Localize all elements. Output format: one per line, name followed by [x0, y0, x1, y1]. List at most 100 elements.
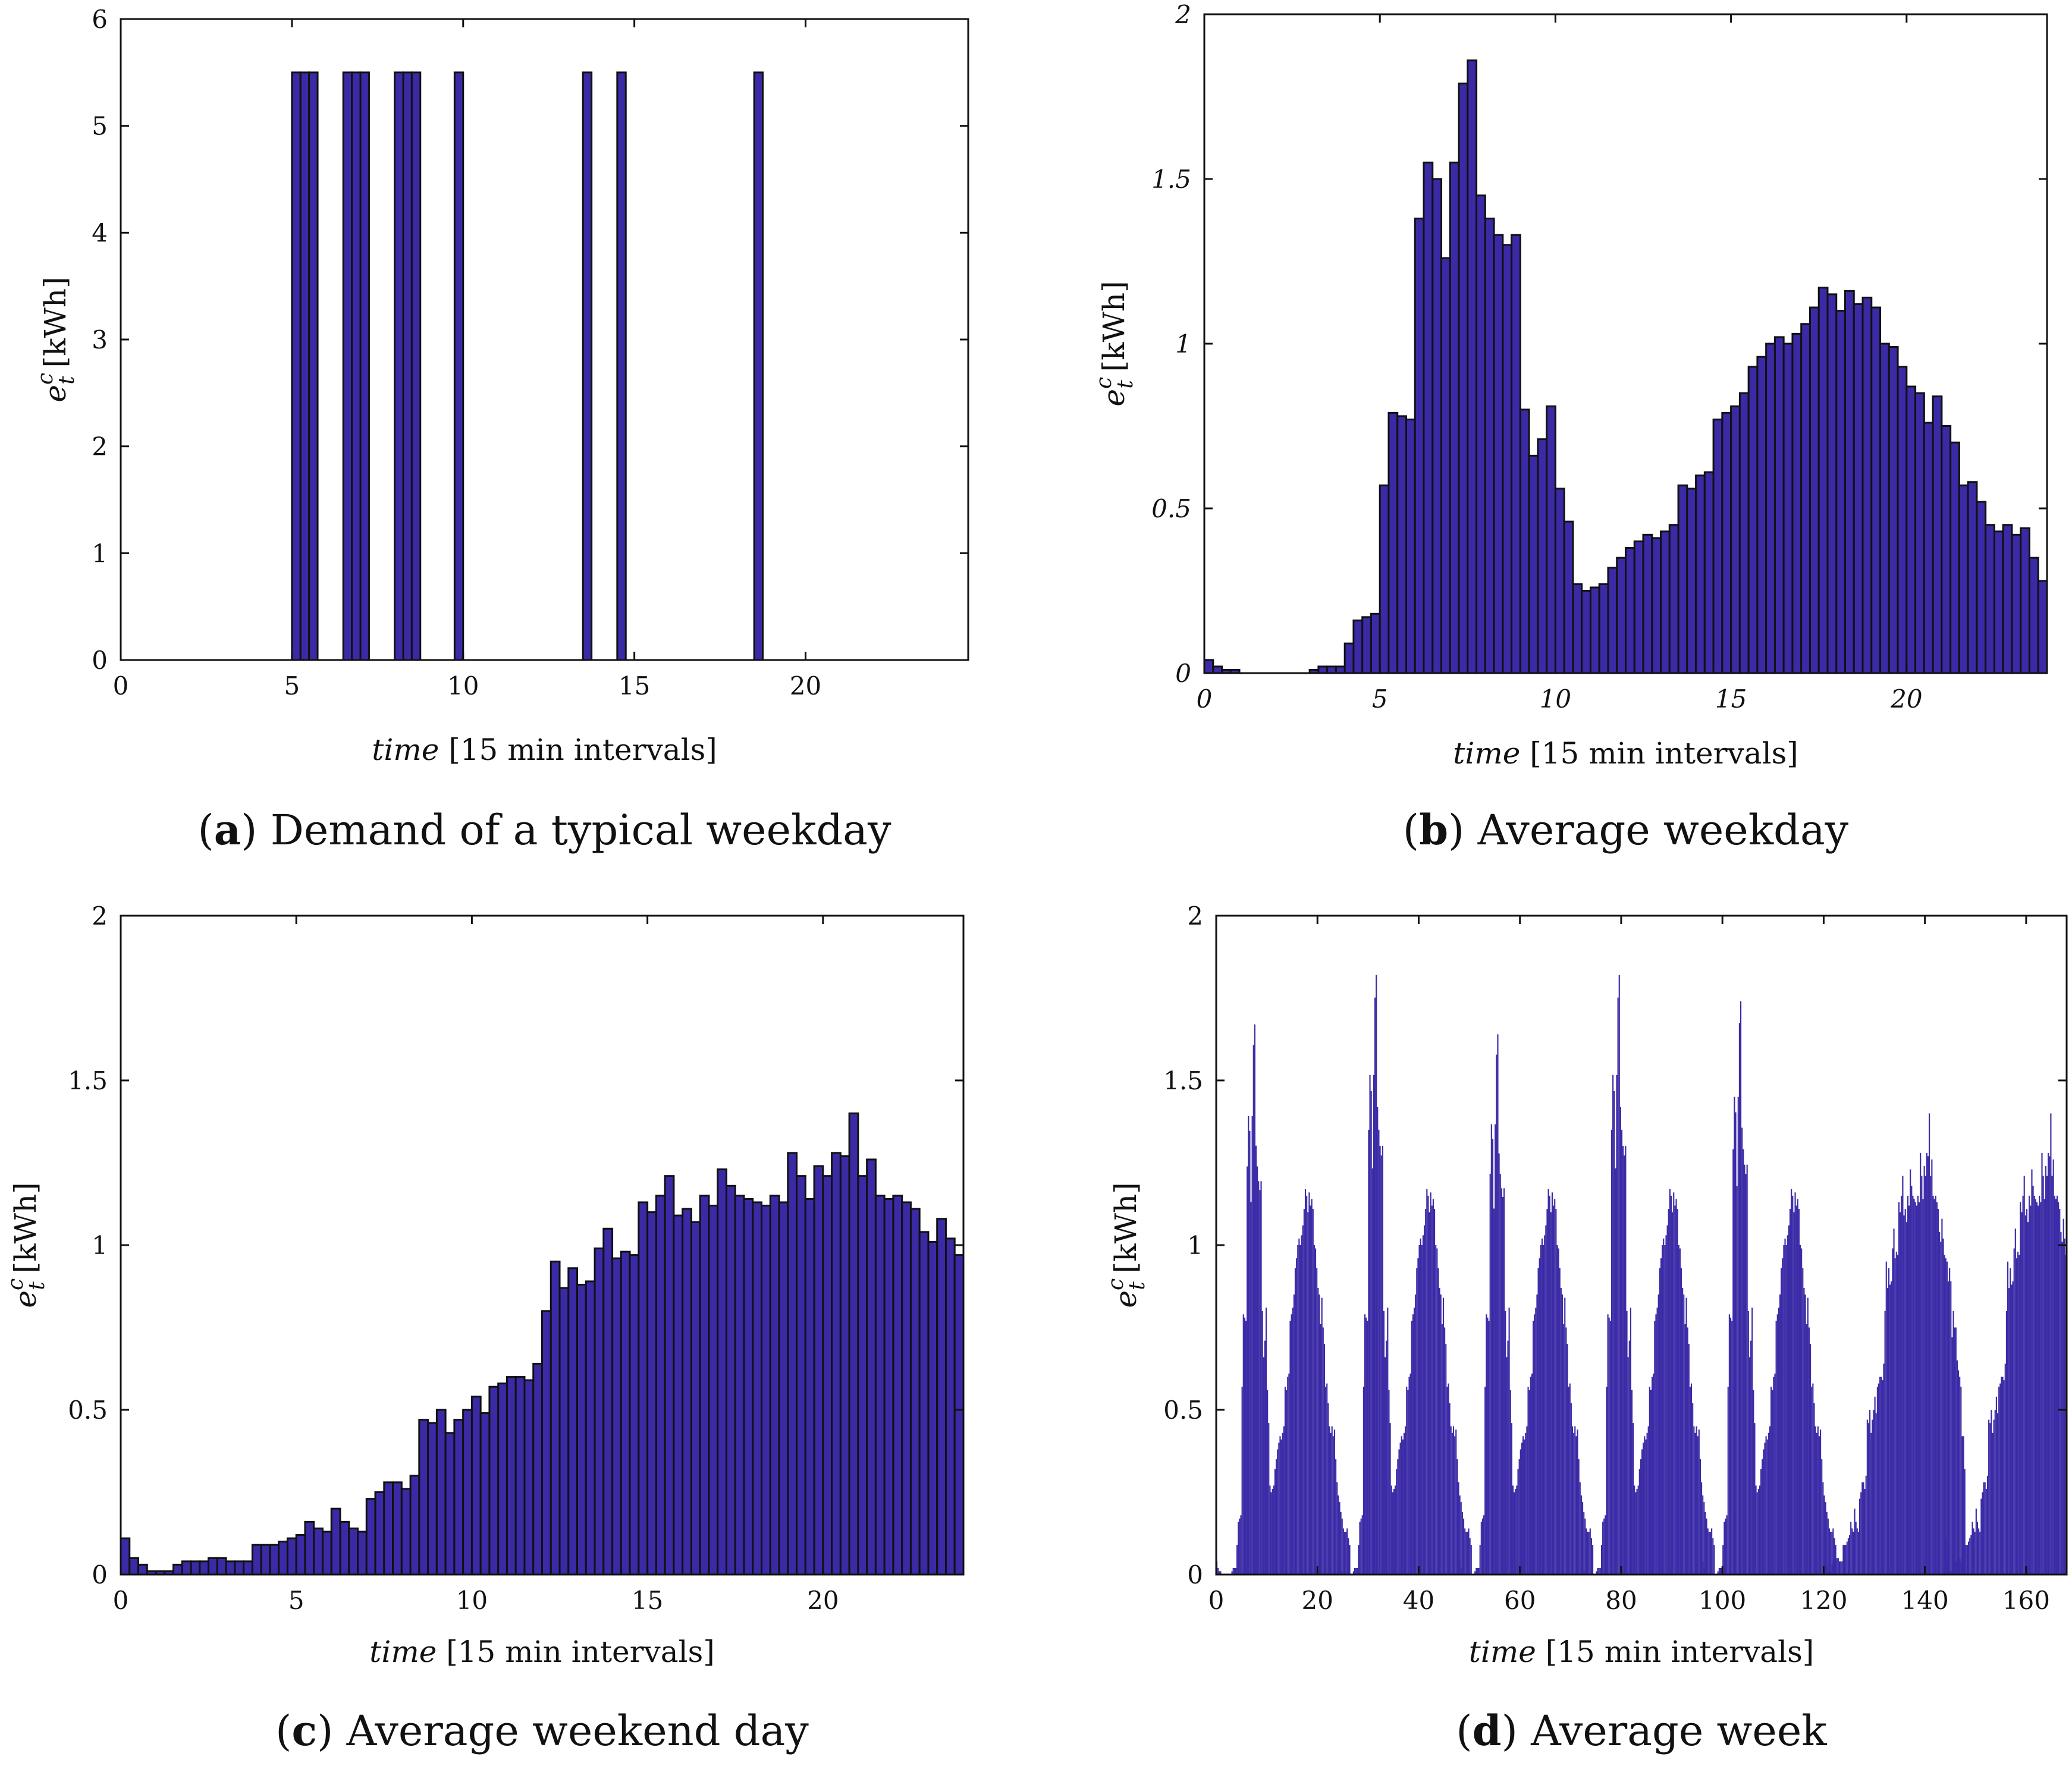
bar-panel-d-66 [1299, 1245, 1301, 1575]
bar-panel-d-710 [2031, 1169, 2033, 1575]
bar-panel-c-43 [497, 1382, 508, 1576]
bar-panel-d-293 [1561, 1294, 1564, 1575]
panel-c-ytick-label-2: 1 [92, 1231, 108, 1260]
bar-panel-d-700 [2018, 1255, 2020, 1575]
bar-panel-a-9 [453, 71, 464, 661]
bar-panel-d-16 [1236, 1545, 1238, 1575]
bar-panel-d-281 [1546, 1209, 1548, 1575]
bar-panel-d-361 [1635, 1492, 1637, 1575]
bar-panel-d-91 [1331, 1426, 1333, 1575]
bar-panel-c-79 [813, 1165, 824, 1576]
bar-panel-d-670 [1980, 1498, 1982, 1575]
bar-panel-d-54 [1284, 1387, 1286, 1575]
bar-panel-b-88 [1976, 501, 1987, 674]
bar-panel-c-7 [181, 1560, 192, 1576]
panel-b-ylabel: ect[kWh] [1092, 281, 1138, 406]
bar-panel-d-714 [2036, 1202, 2038, 1575]
bar-panel-d-470 [1760, 1469, 1762, 1575]
bar-panel-c-18 [278, 1541, 288, 1576]
bar-panel-d-51 [1280, 1439, 1282, 1575]
bar-panel-c-58 [629, 1254, 640, 1576]
bar-panel-d-558 [1859, 1498, 1861, 1575]
bar-panel-d-265 [1526, 1426, 1528, 1575]
bar-panel-d-736 [2064, 1238, 2065, 1575]
bar-panel-b-42 [1572, 583, 1583, 674]
bar-panel-d-134 [1373, 1074, 1374, 1575]
bar-panel-d-707 [2027, 1222, 2029, 1575]
bar-panel-d-34 [1259, 1190, 1261, 1575]
bar-panel-c-82 [839, 1155, 850, 1576]
bar-panel-d-409 [1696, 1426, 1697, 1575]
bar-panel-d-631 [1951, 1337, 1953, 1575]
panel-d-xtick-label-1: 20 [1302, 1586, 1333, 1615]
bar-panel-d-132 [1370, 1091, 1372, 1575]
bar-panel-d-527 [1832, 1528, 1834, 1575]
bar-panel-d-205 [1462, 1518, 1465, 1575]
bar-panel-d-475 [1766, 1439, 1768, 1575]
bar-panel-b-66 [1782, 342, 1794, 674]
bar-panel-d-243 [1498, 1153, 1500, 1575]
bar-panel-d-85 [1323, 1344, 1326, 1575]
bar-panel-c-90 [909, 1208, 921, 1576]
bar-panel-d-516 [1818, 1436, 1820, 1575]
bar-panel-d-642 [1945, 1538, 1947, 1575]
bar-panel-d-302 [1573, 1432, 1575, 1575]
bar-panel-d-715 [2038, 1205, 2039, 1575]
bar-panel-d-702 [2021, 1212, 2023, 1575]
bar-panel-c-15 [251, 1544, 262, 1576]
bar-panel-d-544 [1841, 1561, 1843, 1575]
bar-panel-c-10 [208, 1557, 218, 1576]
bar-panel-d-477 [1769, 1426, 1771, 1575]
bar-panel-d-559 [1860, 1492, 1862, 1575]
bar-panel-d-244 [1499, 1173, 1501, 1575]
bar-panel-d-403 [1688, 1344, 1690, 1575]
bar-panel-d-678 [1991, 1410, 1992, 1575]
bar-panel-d-635 [1956, 1360, 1958, 1575]
panel-d-ytick-label-0: 0 [1187, 1560, 1203, 1589]
bar-panel-d-345 [1615, 1168, 1616, 1575]
bar-panel-d-594 [1904, 1209, 1906, 1575]
bar-panel-d-734 [2061, 1242, 2063, 1575]
bar-panel-c-78 [804, 1198, 815, 1576]
bar-panel-d-214 [1461, 1571, 1463, 1575]
bar-panel-d-151 [1395, 1485, 1396, 1575]
bar-panel-d-506 [1806, 1324, 1807, 1575]
bar-panel-d-376 [1654, 1321, 1656, 1575]
bar-panel-a-7 [402, 71, 413, 661]
bar-panel-d-48 [1277, 1449, 1279, 1575]
panel-b-xtick-label-2: 10 [1540, 684, 1571, 714]
bar-panel-c-24 [330, 1507, 341, 1576]
bar-panel-d-414 [1702, 1495, 1704, 1575]
bar-panel-d-379 [1657, 1294, 1659, 1575]
bar-panel-d-356 [1628, 1340, 1630, 1575]
bar-panel-d-50 [1279, 1436, 1281, 1575]
bar-panel-d-287 [1554, 1199, 1556, 1575]
bar-panel-c-27 [357, 1531, 368, 1576]
bar-panel-b-55 [1686, 488, 1697, 674]
bar-panel-d-234 [1487, 1317, 1489, 1575]
bar-panel-d-210 [1469, 1538, 1471, 1575]
bar-panel-d-395 [1678, 1245, 1679, 1575]
bar-panel-d-242 [1497, 1034, 1499, 1575]
panel-c-ytick-label-1: 0.5 [68, 1396, 108, 1425]
bar-panel-d-171 [1420, 1238, 1421, 1575]
bar-panel-d-592 [1902, 1176, 1904, 1575]
bar-panel-c-89 [901, 1201, 912, 1576]
bar-panel-b-36 [1519, 408, 1530, 674]
bar-panel-d-168 [1416, 1268, 1418, 1575]
bar-panel-d-556 [1856, 1528, 1858, 1575]
bar-panel-c-76 [787, 1152, 798, 1576]
bar-panel-d-154 [1398, 1449, 1400, 1575]
bar-panel-d-663 [1971, 1522, 1973, 1575]
bar-panel-d-507 [1807, 1297, 1809, 1575]
bar-panel-d-694 [2011, 1284, 2013, 1575]
bar-panel-d-421 [1711, 1528, 1713, 1575]
bar-panel-d-677 [1989, 1423, 1991, 1575]
bar-panel-d-340 [1608, 1317, 1610, 1575]
bar-panel-d-280 [1545, 1225, 1547, 1575]
panel-b-ylabel-text: ect[kWh] [1092, 281, 1138, 406]
bar-panel-d-195 [1450, 1426, 1452, 1575]
bar-panel-d-623 [1941, 1218, 1943, 1575]
bar-panel-d-424 [1702, 1561, 1704, 1575]
panel-a-ytick-label-6: 6 [92, 5, 108, 34]
